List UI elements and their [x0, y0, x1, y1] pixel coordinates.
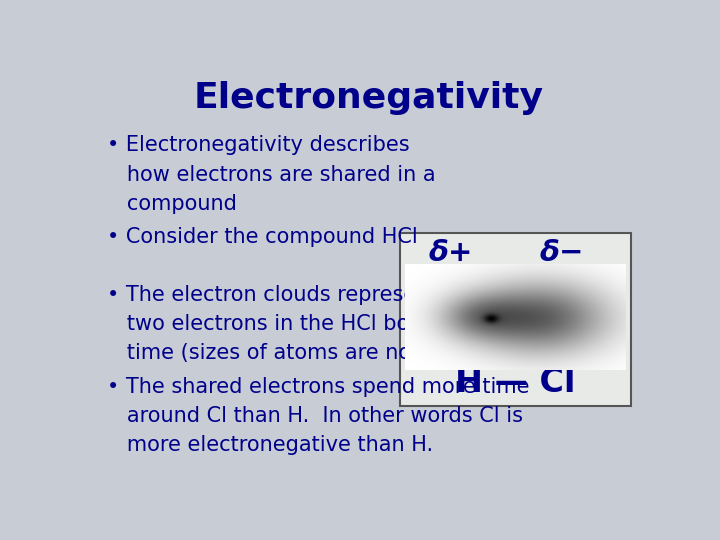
- Text: more electronegative than H.: more electronegative than H.: [107, 435, 433, 455]
- Text: H — Cl: H — Cl: [455, 366, 576, 400]
- Bar: [400, 233, 631, 406]
- Text: δ+: δ+: [428, 239, 473, 267]
- Text: time (sizes of atoms are not being shown): time (sizes of atoms are not being shown…: [107, 343, 566, 363]
- Text: Electronegativity: Electronegativity: [194, 82, 544, 116]
- Text: δ−: δ−: [539, 239, 584, 267]
- Text: • Consider the compound HCl: • Consider the compound HCl: [107, 227, 418, 247]
- Text: • The shared electrons spend more time: • The shared electrons spend more time: [107, 377, 529, 397]
- Text: compound: compound: [107, 194, 237, 214]
- Text: two electrons in the HCl bond spend their: two electrons in the HCl bond spend thei…: [107, 314, 561, 334]
- Text: • The electron clouds represent where the: • The electron clouds represent where th…: [107, 285, 549, 305]
- Text: • Electronegativity describes: • Electronegativity describes: [107, 136, 410, 156]
- Text: around Cl than H.  In other words Cl is: around Cl than H. In other words Cl is: [107, 406, 523, 426]
- Text: how electrons are shared in a: how electrons are shared in a: [107, 165, 436, 185]
